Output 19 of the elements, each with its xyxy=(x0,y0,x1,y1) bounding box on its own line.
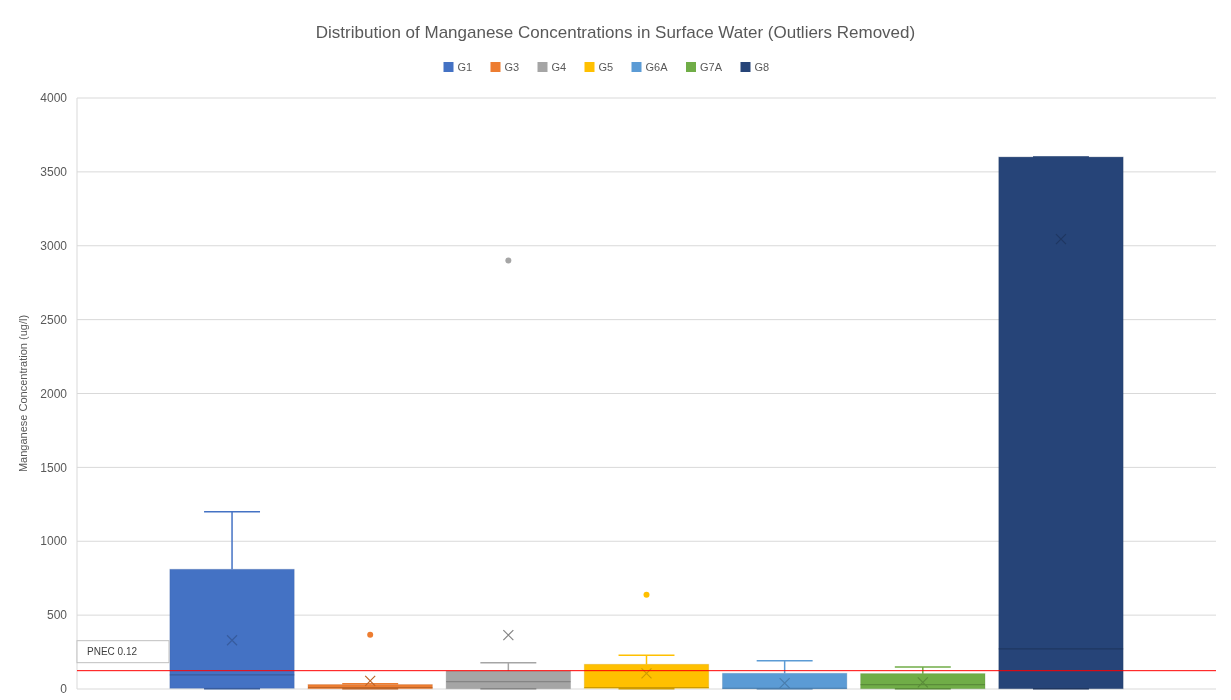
legend-label: G4 xyxy=(551,60,567,73)
y-tick-label: 1000 xyxy=(40,534,68,549)
y-axis-title: Manganese Concentration (ug/l) xyxy=(17,314,29,473)
legend-label: G8 xyxy=(754,60,770,73)
legend-label: G7A xyxy=(700,60,723,73)
y-tick-label: 0 xyxy=(60,682,68,697)
y-tick-label: 1500 xyxy=(40,460,68,475)
y-tick-label: 500 xyxy=(46,608,68,623)
legend-label: G3 xyxy=(504,60,520,73)
legend-label: G6A xyxy=(645,60,669,73)
y-tick-label: 3000 xyxy=(40,238,68,253)
y-tick-label: 2500 xyxy=(40,312,68,327)
legend-label: G1 xyxy=(457,60,473,73)
legend-label: G5 xyxy=(598,60,614,73)
ref-line-label: PNEC 0.12 xyxy=(87,646,138,658)
chart-title: Distribution of Manganese Concentrations in Surface Water (Outliers Removed) xyxy=(315,23,916,42)
y-tick-label: 2000 xyxy=(40,386,68,401)
y-tick-label: 4000 xyxy=(40,91,68,106)
y-tick-label: 3500 xyxy=(40,165,68,180)
